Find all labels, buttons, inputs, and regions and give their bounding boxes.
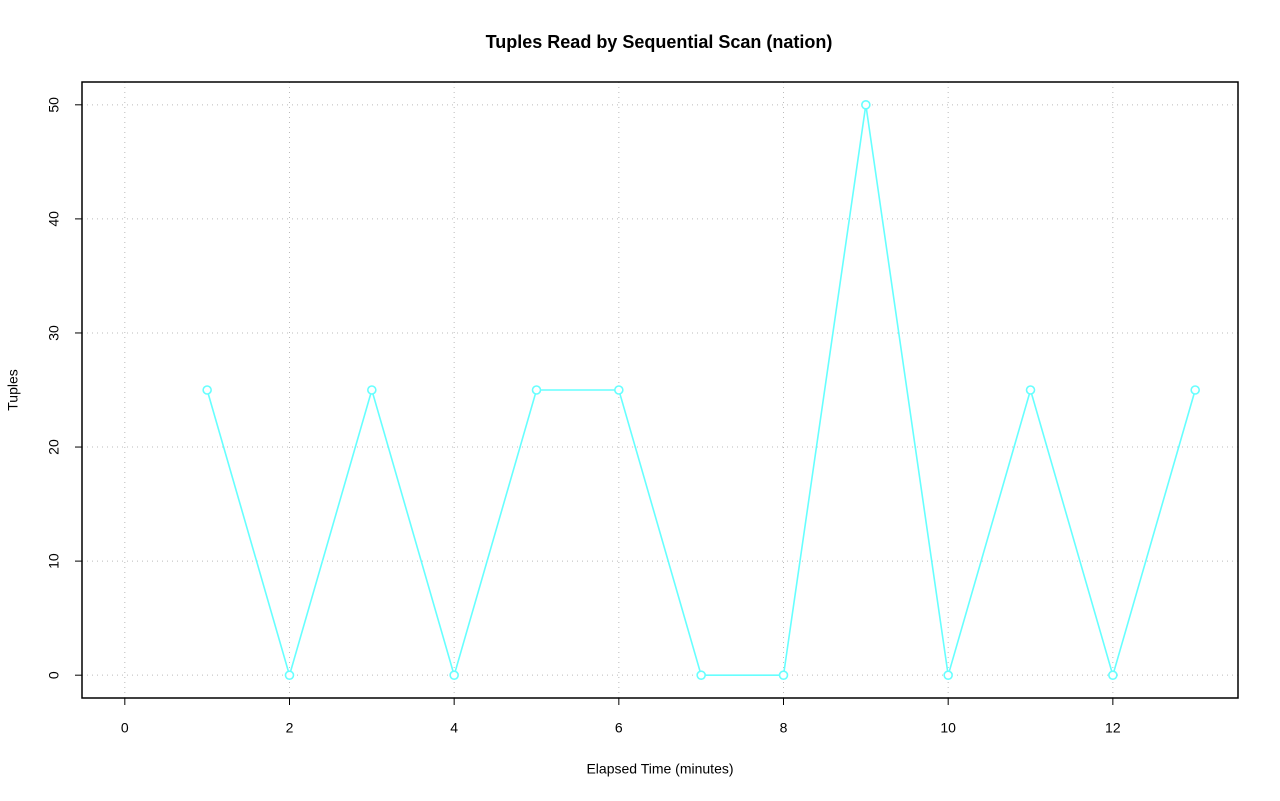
data-point <box>696 670 706 680</box>
y-tick-label: 10 <box>46 553 62 569</box>
y-tick-label: 20 <box>46 439 62 455</box>
data-point <box>778 670 789 680</box>
data-point <box>1108 670 1118 680</box>
x-tick-label: 4 <box>450 720 458 736</box>
data-point <box>1025 385 1036 395</box>
y-tick-label: 40 <box>46 211 62 227</box>
y-tick-label: 50 <box>46 97 62 113</box>
y-axis-label: Tuples <box>5 369 21 411</box>
data-point <box>202 385 212 395</box>
x-tick-label: 0 <box>121 720 129 736</box>
data-point <box>367 385 377 395</box>
x-tick-label: 2 <box>286 720 294 736</box>
data-point <box>449 670 459 680</box>
x-tick-label: 10 <box>940 720 956 736</box>
y-tick-label: 30 <box>46 325 62 341</box>
data-line <box>206 104 1196 679</box>
chart-title: Tuples Read by Sequential Scan (nation) <box>486 32 833 52</box>
data-point <box>861 100 871 110</box>
data-point <box>1190 385 1200 395</box>
x-tick-label: 6 <box>615 720 623 736</box>
data-point <box>614 385 624 395</box>
data-point <box>943 670 953 680</box>
x-tick-label: 12 <box>1105 720 1121 736</box>
plot-frame <box>81 81 1239 699</box>
data-point <box>531 385 542 395</box>
x-tick-label: 8 <box>780 720 788 736</box>
x-axis-label: Elapsed Time (minutes) <box>586 761 733 777</box>
y-tick-label: 0 <box>46 671 62 679</box>
data-point <box>284 670 295 680</box>
